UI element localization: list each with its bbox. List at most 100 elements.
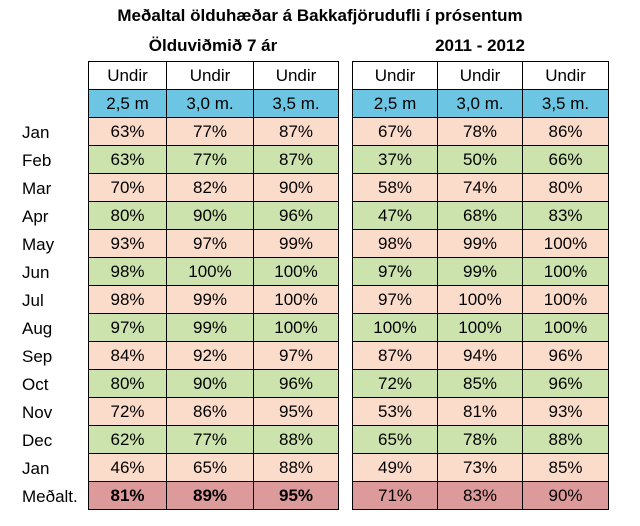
table-row: 93% 97% 99%: [88, 229, 339, 258]
table-row: 53% 81% 93%: [352, 397, 609, 426]
table-row: 80% 90% 96%: [88, 369, 339, 398]
value-cell: 66%: [522, 145, 609, 174]
value-cell: 95%: [253, 481, 339, 510]
left-group-title: Ölduviðmið 7 ár: [148, 36, 278, 55]
value-cell: 37%: [352, 145, 438, 174]
value-cell: 85%: [437, 369, 523, 398]
value-cell: 63%: [88, 145, 167, 174]
table-row: 98% 99% 100%: [352, 229, 609, 258]
column-threshold: 3,5 m.: [522, 89, 609, 118]
row-label: Jan: [22, 123, 50, 142]
left-table: Undir Undir Undir 2,5 m 3,0 m. 3,5 m. 63% 77% 87…: [88, 61, 339, 510]
value-cell: 100%: [253, 313, 339, 342]
value-cell: 74%: [437, 173, 523, 202]
value-cell: 89%: [166, 481, 254, 510]
value-cell: 47%: [352, 201, 438, 230]
row-label: Aug: [22, 319, 53, 338]
value-cell: 88%: [522, 425, 609, 454]
value-cell: 63%: [88, 117, 167, 146]
table-row: 72% 86% 95%: [88, 397, 339, 426]
column-header: Undir: [352, 61, 438, 90]
value-cell: 86%: [522, 117, 609, 146]
value-cell: 46%: [88, 453, 167, 482]
average-row: 71% 83% 90%: [352, 481, 609, 510]
value-cell: 96%: [253, 201, 339, 230]
table-row: 87% 94% 96%: [352, 341, 609, 370]
row-label: Meðalt.: [22, 487, 78, 506]
table-row: 97% 99% 100%: [88, 313, 339, 342]
value-cell: 71%: [352, 481, 438, 510]
value-cell: 100%: [253, 257, 339, 286]
value-cell: 100%: [522, 257, 609, 286]
row-label: Nov: [22, 403, 53, 422]
value-cell: 100%: [522, 229, 609, 258]
header-row: Undir Undir Undir: [352, 61, 609, 90]
column-threshold: 3,5 m.: [253, 89, 339, 118]
value-cell: 94%: [437, 341, 523, 370]
value-cell: 70%: [88, 173, 167, 202]
table-row: 63% 77% 87%: [88, 145, 339, 174]
value-cell: 85%: [522, 453, 609, 482]
table-row: 98% 99% 100%: [88, 285, 339, 314]
value-cell: 100%: [522, 313, 609, 342]
column-threshold: 3,0 m.: [166, 89, 254, 118]
value-cell: 97%: [253, 341, 339, 370]
row-label: Dec: [22, 431, 53, 450]
table-row: 49% 73% 85%: [352, 453, 609, 482]
right-table: Undir Undir Undir 2,5 m 3,0 m. 3,5 m. 67% 78% 86…: [352, 61, 609, 510]
value-cell: 83%: [437, 481, 523, 510]
table-row: 67% 78% 86%: [352, 117, 609, 146]
value-cell: 98%: [88, 285, 167, 314]
value-cell: 100%: [437, 285, 523, 314]
value-cell: 53%: [352, 397, 438, 426]
header-row: Undir Undir Undir: [88, 61, 339, 90]
value-cell: 99%: [437, 229, 523, 258]
value-cell: 100%: [166, 257, 254, 286]
value-cell: 99%: [253, 229, 339, 258]
table-row: 100% 100% 100%: [352, 313, 609, 342]
value-cell: 84%: [88, 341, 167, 370]
value-cell: 98%: [352, 229, 438, 258]
value-cell: 77%: [166, 117, 254, 146]
table-row: 84% 92% 97%: [88, 341, 339, 370]
value-cell: 90%: [253, 173, 339, 202]
value-cell: 88%: [253, 453, 339, 482]
value-cell: 97%: [88, 313, 167, 342]
value-cell: 100%: [253, 285, 339, 314]
row-label: Jan: [22, 459, 50, 478]
value-cell: 96%: [522, 369, 609, 398]
row-label: Oct: [22, 375, 49, 394]
value-cell: 81%: [88, 481, 167, 510]
value-cell: 50%: [437, 145, 523, 174]
sub-header-row: 2,5 m 3,0 m. 3,5 m.: [88, 89, 339, 118]
value-cell: 97%: [352, 257, 438, 286]
average-row: 81% 89% 95%: [88, 481, 339, 510]
value-cell: 77%: [166, 145, 254, 174]
value-cell: 99%: [437, 257, 523, 286]
row-label: Jun: [22, 263, 50, 282]
column-threshold: 2,5 m: [88, 89, 167, 118]
table-row: 70% 82% 90%: [88, 173, 339, 202]
column-header: Undir: [437, 61, 523, 90]
row-label: Jul: [22, 291, 44, 310]
value-cell: 80%: [522, 173, 609, 202]
value-cell: 93%: [88, 229, 167, 258]
value-cell: 100%: [522, 285, 609, 314]
table-row: 98% 100% 100%: [88, 257, 339, 286]
column-threshold: 3,0 m.: [437, 89, 523, 118]
value-cell: 78%: [437, 117, 523, 146]
value-cell: 96%: [253, 369, 339, 398]
value-cell: 80%: [88, 201, 167, 230]
value-cell: 87%: [253, 117, 339, 146]
value-cell: 96%: [522, 341, 609, 370]
table-row: 62% 77% 88%: [88, 425, 339, 454]
value-cell: 87%: [253, 145, 339, 174]
column-header: Undir: [166, 61, 254, 90]
value-cell: 92%: [166, 341, 254, 370]
row-label: Feb: [22, 151, 52, 170]
value-cell: 78%: [437, 425, 523, 454]
column-header: Undir: [253, 61, 339, 90]
column-header: Undir: [88, 61, 167, 90]
column-threshold: 2,5 m: [352, 89, 438, 118]
right-group-title: 2011 - 2012: [435, 36, 525, 55]
